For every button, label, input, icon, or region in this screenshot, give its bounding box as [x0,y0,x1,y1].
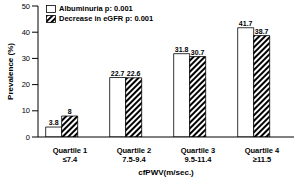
svg-text:10: 10 [22,106,30,115]
svg-text:31.8: 31.8 [175,46,189,53]
svg-text:Prevalence (%): Prevalence (%) [8,43,15,100]
svg-text:0: 0 [26,133,30,142]
html-text:Albuminuria p: 0.001: Albuminuria p: 0.001 [59,4,133,13]
svg-text:Quartile 39.5-11.4: Quartile 39.5-11.4 [181,146,216,164]
svg-text:50: 50 [22,2,30,11]
svg-text:30: 30 [22,54,30,63]
svg-text:Quartile 27.5-9.4: Quartile 27.5-9.4 [117,146,152,164]
svg-text:20: 20 [22,80,30,89]
html-text:Decrease in eGFR p: 0.001: Decrease in eGFR p: 0.001 [59,14,154,23]
svg-text:Quartile 1≤7.4: Quartile 1≤7.4 [53,146,88,164]
svg-text:cfPWV(m/sec.): cfPWV(m/sec.) [138,168,194,177]
svg-text:40: 40 [22,28,30,37]
svg-text:30.7: 30.7 [191,49,205,56]
svg-text:22.7: 22.7 [111,70,125,77]
svg-text:8: 8 [68,108,72,115]
svg-text:Quartile 4≥11.5: Quartile 4≥11.5 [245,146,280,164]
svg-text:41.7: 41.7 [239,20,253,27]
svg-text:38.7: 38.7 [255,28,269,35]
svg-text:3.8: 3.8 [49,119,59,126]
svg-text:22.6: 22.6 [127,70,141,77]
